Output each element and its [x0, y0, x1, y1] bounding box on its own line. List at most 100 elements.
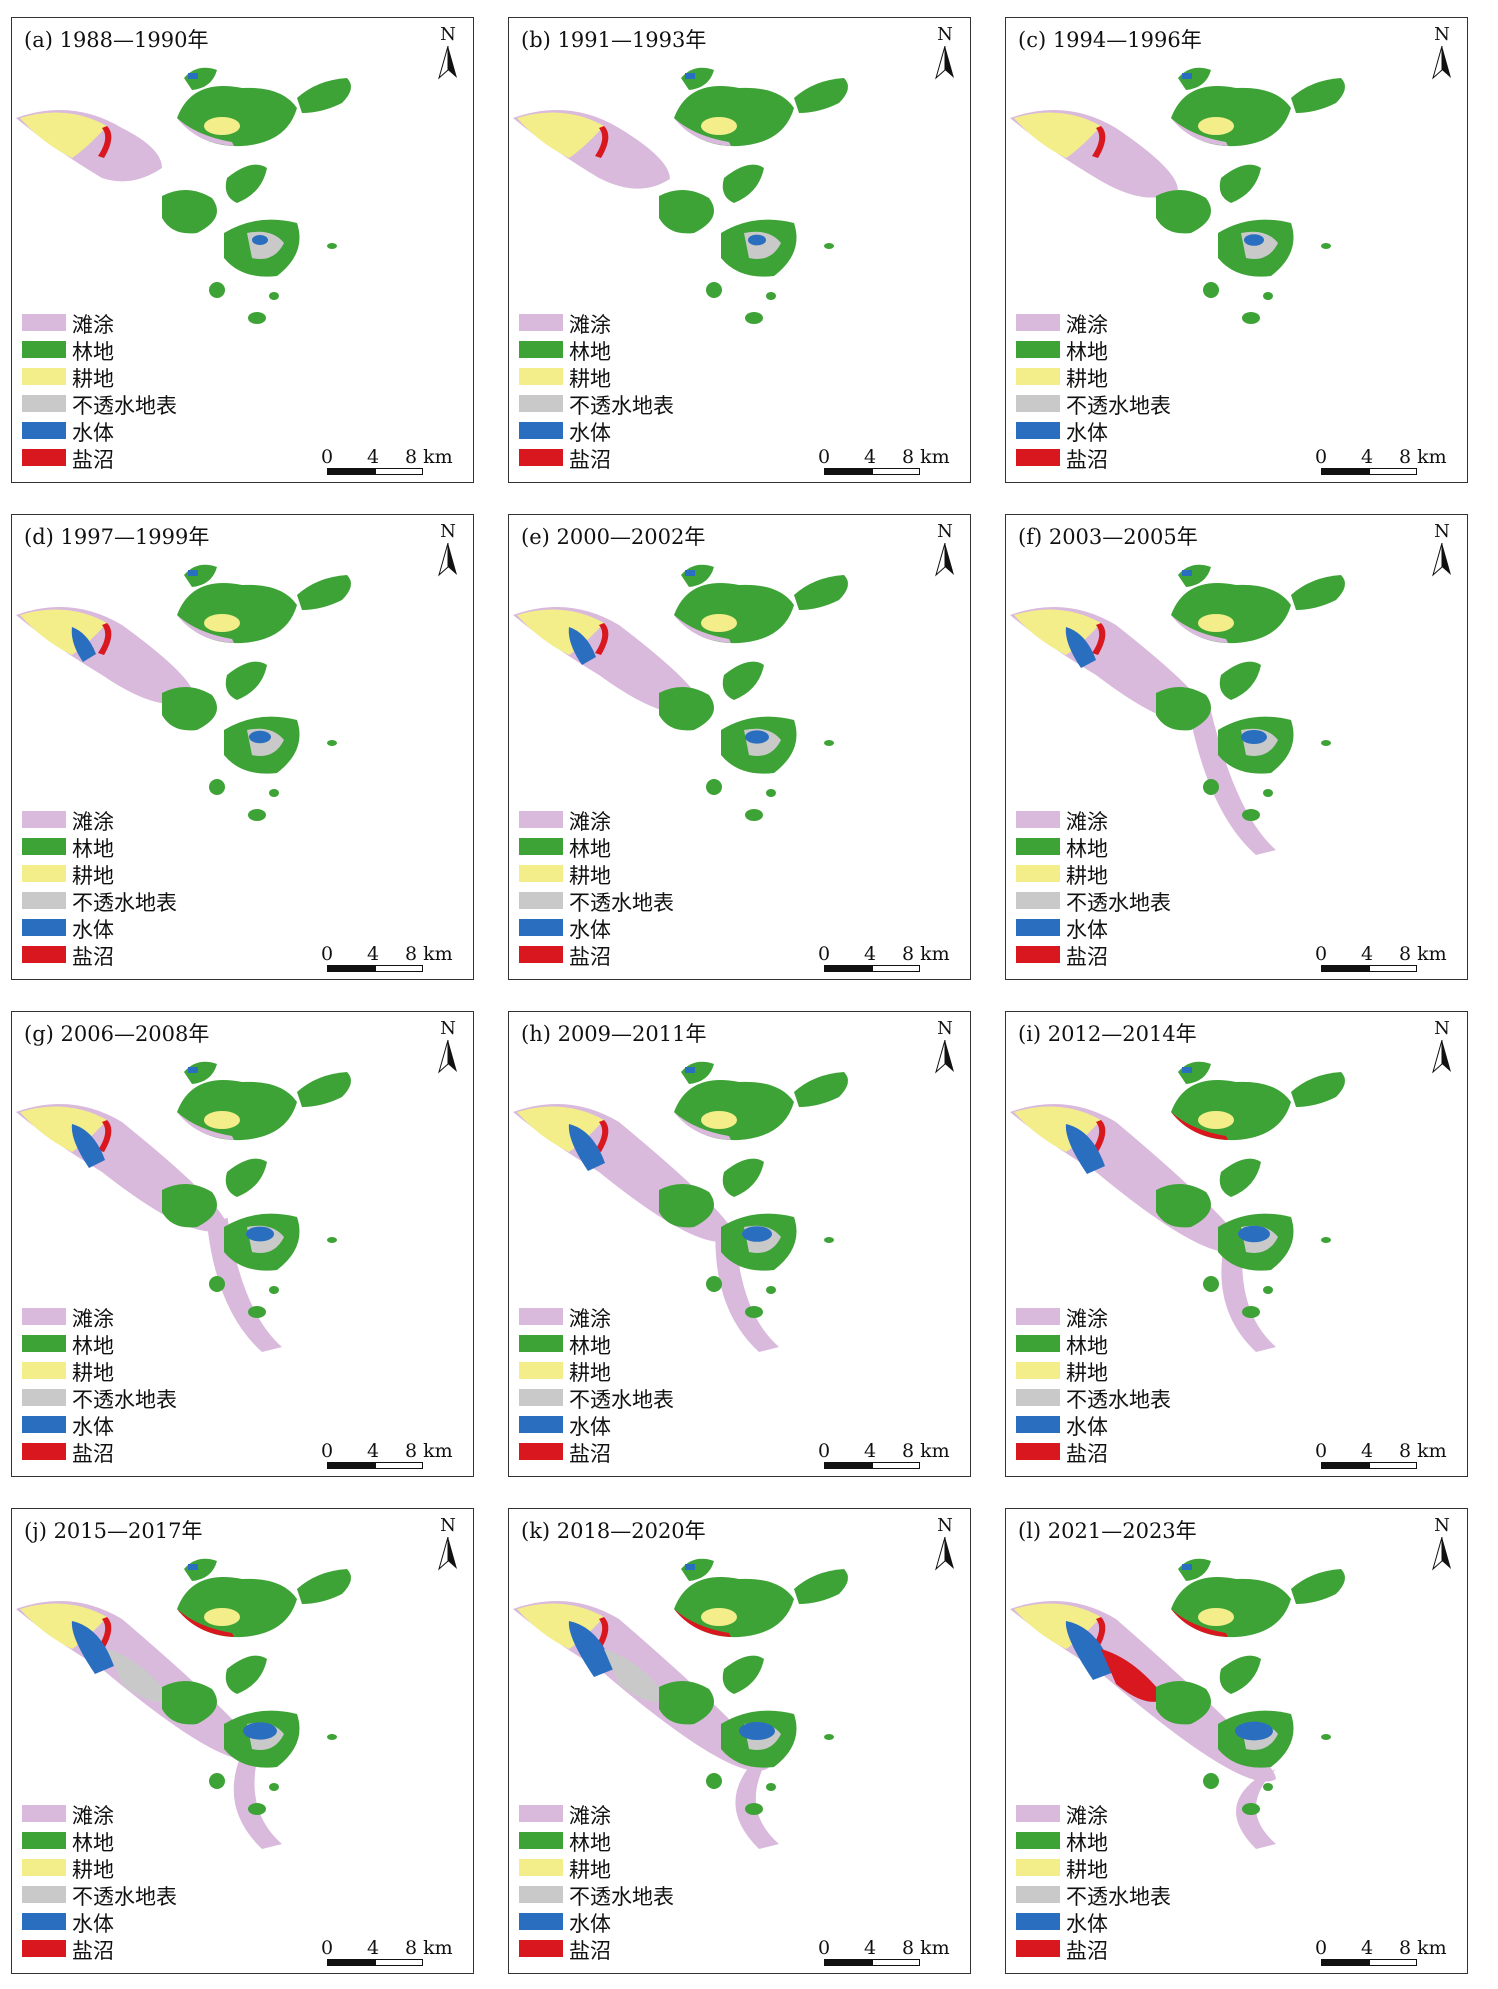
legend-label: 林地 — [72, 340, 114, 364]
north-arrow-icon — [935, 1040, 954, 1074]
scale-bar: 0 4 8 km — [814, 1440, 964, 1472]
legend-swatch — [519, 865, 563, 882]
islet — [706, 282, 722, 298]
water-area — [71, 1621, 114, 1674]
salt-marsh-area — [98, 1120, 112, 1152]
legend-swatch — [519, 1913, 563, 1930]
forest-island-center — [722, 1158, 764, 1197]
scale-tick-label: 8 km — [902, 943, 950, 965]
impervious-area — [107, 1649, 172, 1702]
scale-bar-segment — [327, 1462, 375, 1469]
panel-title: (c) 1994—1996年 — [1018, 28, 1202, 52]
scale-bar-segment — [375, 1959, 423, 1966]
forest-island-ne — [297, 575, 351, 610]
islet — [1321, 243, 1331, 249]
forest-island-north — [674, 583, 794, 644]
forest-island-ne — [1291, 78, 1345, 113]
legend-label: 不透水地表 — [72, 891, 177, 915]
scale-tick-label: 0 — [818, 1937, 831, 1959]
island-shore — [177, 118, 234, 146]
islet — [766, 1783, 776, 1791]
islet — [745, 1306, 763, 1318]
legend-swatch — [519, 1335, 563, 1352]
legend-label: 林地 — [1066, 837, 1108, 861]
map-panel: (g) 2006—2008年 N 滩涂 林地 耕地 不透水地表 水体 盐沼 0 4 8 km — [11, 1011, 474, 1477]
scale-tick-label: 0 — [321, 1440, 334, 1462]
forest-island-west — [1156, 1183, 1211, 1228]
land-cover-map — [513, 67, 848, 324]
islet — [1242, 1803, 1260, 1815]
forest-island-west — [1156, 189, 1211, 234]
legend-swatch — [519, 1308, 563, 1325]
forest-island-west — [162, 1680, 217, 1725]
legend-label: 滩涂 — [1066, 1804, 1108, 1828]
islet — [209, 282, 225, 298]
scale-bar-segment — [375, 965, 423, 972]
legend-swatch — [1016, 1335, 1060, 1352]
legend-swatch — [22, 1940, 66, 1957]
legend-label: 盐沼 — [569, 1939, 611, 1963]
legend-label: 林地 — [569, 340, 611, 364]
legend-swatch — [1016, 1913, 1060, 1930]
impervious-area — [1101, 1649, 1166, 1702]
forest-island-north — [1171, 1080, 1291, 1141]
forest-island-ne — [1291, 575, 1345, 610]
legend-swatch — [1016, 1805, 1060, 1822]
scale-tick-label: 0 — [818, 446, 831, 468]
north-arrow: N — [435, 24, 461, 82]
scale-tick-label: 4 — [864, 943, 877, 965]
legend-label: 盐沼 — [1066, 1939, 1108, 1963]
scale-tick-label: 0 — [1315, 446, 1328, 468]
north-letter: N — [440, 1515, 456, 1536]
cropland-patch — [701, 117, 737, 135]
forest-island-north — [177, 1080, 297, 1141]
tidal-flat-channel — [1190, 709, 1276, 855]
map-features — [1010, 67, 1345, 324]
islet — [1203, 1773, 1219, 1789]
salt-marsh-area — [595, 1120, 609, 1152]
legend-swatch — [1016, 395, 1060, 412]
forest-island-ne — [297, 1569, 351, 1604]
legend-swatch — [22, 1362, 66, 1379]
scale-tick-label: 0 — [1315, 1440, 1328, 1462]
legend-swatch — [22, 395, 66, 412]
legend-swatch — [22, 341, 66, 358]
islet — [209, 1276, 225, 1292]
scale-bar: 0 4 8 km — [1311, 1440, 1461, 1472]
legend-swatch — [22, 1389, 66, 1406]
north-arrow-icon — [1432, 1040, 1451, 1074]
forest-island-north — [674, 1080, 794, 1141]
legend-label: 林地 — [1066, 340, 1108, 364]
land-cover-map — [1010, 1061, 1345, 1352]
map-features — [513, 67, 848, 324]
legend-label: 盐沼 — [569, 945, 611, 969]
islet — [706, 1276, 722, 1292]
legend-swatch — [22, 892, 66, 909]
scale-tick-label: 8 km — [1399, 446, 1447, 468]
islet — [248, 1306, 266, 1318]
legend-label: 林地 — [72, 837, 114, 861]
islet — [824, 1734, 834, 1740]
scale-tick-label: 4 — [367, 943, 380, 965]
legend-swatch — [519, 1805, 563, 1822]
map-features — [1010, 1061, 1345, 1352]
north-letter: N — [440, 521, 456, 542]
legend-swatch — [22, 1335, 66, 1352]
legend-label: 不透水地表 — [569, 891, 674, 915]
north-arrow-icon — [438, 46, 457, 80]
water-patch — [685, 73, 695, 79]
scale-bar-segment — [375, 1462, 423, 1469]
reservoir — [252, 235, 268, 245]
legend-label: 林地 — [569, 1831, 611, 1855]
salt-marsh-area — [1092, 126, 1106, 158]
legend-swatch — [519, 1362, 563, 1379]
land-cover-map — [16, 1558, 351, 1849]
water-area — [568, 627, 596, 665]
legend-swatch — [22, 1913, 66, 1930]
island-shore — [177, 1609, 234, 1637]
scale-bar-segment — [1369, 965, 1417, 972]
legend-swatch — [519, 341, 563, 358]
forest-island-north — [674, 1577, 794, 1638]
map-panel: (d) 1997—1999年 N 滩涂 林地 耕地 不透水地表 水体 盐沼 0 4 8 km — [11, 514, 474, 980]
legend-label: 盐沼 — [1066, 1442, 1108, 1466]
